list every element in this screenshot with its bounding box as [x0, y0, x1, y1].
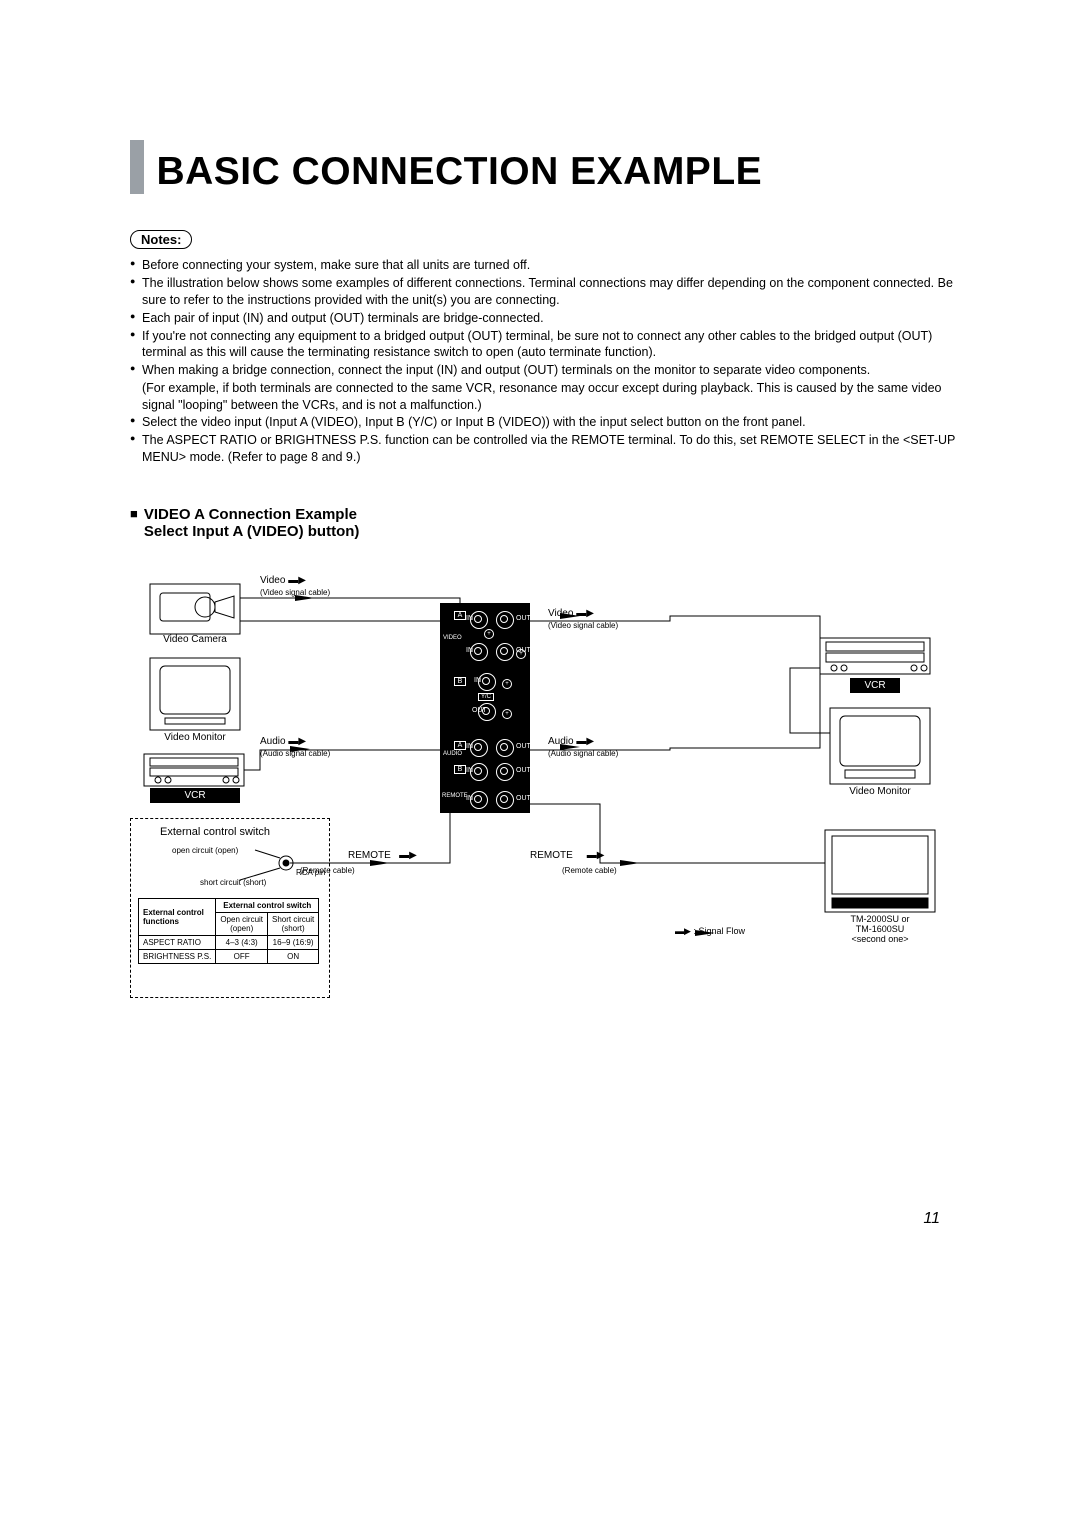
ctrl-cell: OFF [216, 949, 268, 963]
arrow-right-icon: ▬▶ [288, 736, 306, 747]
notes-label: Notes: [130, 230, 192, 249]
ctrl-cell: 16–9 (16:9) [268, 935, 319, 949]
device-label: VCR [850, 678, 900, 693]
notes-list: Before connecting your system, make sure… [130, 257, 960, 379]
rca-pin-label: RCA pin [296, 868, 325, 877]
video-flow-label: Video ▬▶ [548, 608, 594, 619]
ctrl-col: Short circuit (short) [268, 912, 319, 935]
note-item: The ASPECT RATIO or BRIGHTNESS P.S. func… [130, 432, 960, 466]
panel-section-label: VIDEO [443, 635, 462, 641]
arrow-right-icon: ▬▶ [399, 850, 417, 861]
note-item: Before connecting your system, make sure… [130, 257, 960, 274]
terminal-panel: VIDEO A + IN OUT + IN OUT B + IN Y/C + O… [440, 603, 530, 813]
remote-flow-label: REMOTE ▬▶ [530, 850, 604, 861]
remote-flow-label: REMOTE ▬▶ [348, 850, 417, 861]
signal-flow-legend: ▬▶ : Signal Flow [675, 926, 745, 937]
ctrl-cell: 4–3 (4:3) [216, 935, 268, 949]
device-label: Video Monitor [150, 732, 240, 743]
ctrl-header: External control switch [216, 898, 319, 912]
video-cable-label: (Video signal cable) [548, 621, 618, 630]
accent-bar [130, 140, 144, 194]
open-circuit-label: open circuit (open) [172, 846, 238, 855]
panel-label: A [454, 611, 466, 620]
connection-diagram: Video ▬▶ (Video signal cable) Video ▬▶ (… [130, 578, 950, 1018]
remote-cable-label: (Remote cable) [562, 866, 617, 875]
square-bullet-icon: ■ [130, 506, 138, 521]
page-number: 11 [923, 1210, 940, 1228]
ctrl-col: Open circuit (open) [216, 912, 268, 935]
panel-label: B [454, 677, 466, 686]
arrow-right-icon: ▬▶ [576, 736, 594, 747]
page-title: BASIC CONNECTION EXAMPLE [156, 150, 762, 193]
ctrl-cell: ASPECT RATIO [139, 935, 216, 949]
note-item: When making a bridge connection, connect… [130, 362, 960, 379]
panel-section-label: AUDIO [443, 751, 462, 757]
panel-label: B [454, 765, 466, 774]
device-label: TM-2000SU or TM-1600SU <second one> [825, 914, 935, 944]
video-flow-label: Video ▬▶ [260, 575, 306, 586]
panel-label: A [454, 741, 466, 750]
audio-cable-label: (Audio signal cable) [260, 749, 330, 758]
arrow-right-icon: ▬▶ [675, 926, 691, 936]
audio-cable-label: (Audio signal cable) [548, 749, 618, 758]
ext-ctrl-title: External control switch [160, 826, 270, 838]
device-label: VCR [150, 788, 240, 803]
arrow-right-icon: ▬▶ [587, 850, 605, 861]
audio-flow-label: Audio ▬▶ [548, 736, 594, 747]
ctrl-rowhead: External control functions [139, 898, 216, 935]
video-cable-label: (Video signal cable) [260, 588, 330, 597]
ctrl-cell: ON [268, 949, 319, 963]
note-item: If you're not connecting any equipment t… [130, 328, 960, 362]
device-label: Video Monitor [830, 786, 930, 797]
panel-label: Y/C [478, 693, 494, 701]
ctrl-cell: BRIGHTNESS P.S. [139, 949, 216, 963]
arrow-right-icon: ▬▶ [576, 608, 594, 619]
note-extra: (For example, if both terminals are conn… [130, 380, 960, 414]
arrow-right-icon: ▬▶ [288, 575, 306, 586]
short-circuit-label: short circuit (short) [200, 878, 266, 887]
control-table: External control functions External cont… [138, 898, 319, 964]
section-subhead: ■VIDEO A Connection Example ■Select Inpu… [130, 506, 960, 540]
notes-list-2: Select the video input (Input A (VIDEO),… [130, 414, 960, 466]
note-item: The illustration below shows some exampl… [130, 275, 960, 309]
device-label: Video Camera [150, 634, 240, 645]
audio-flow-label: Audio ▬▶ [260, 736, 306, 747]
note-item: Each pair of input (IN) and output (OUT)… [130, 310, 960, 327]
note-item: Select the video input (Input A (VIDEO),… [130, 414, 960, 431]
